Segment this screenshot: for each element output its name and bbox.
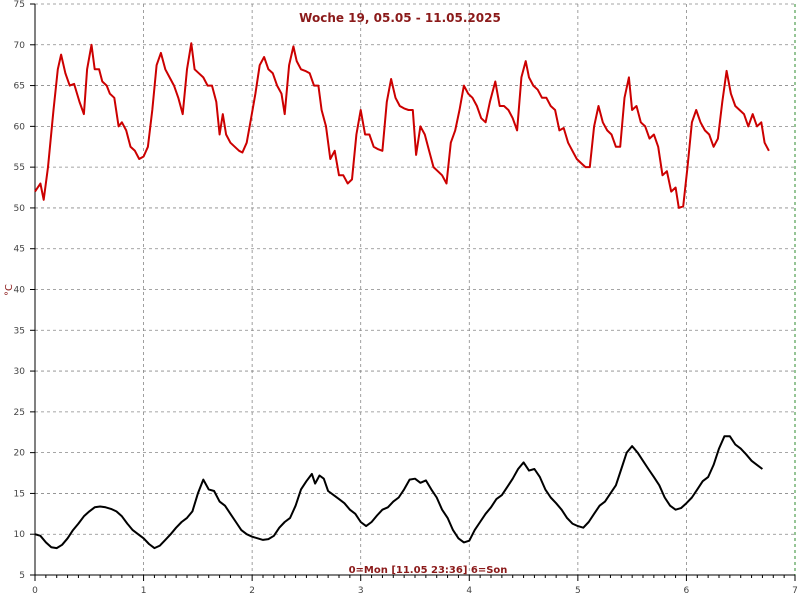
x-tick-label: 5 xyxy=(575,586,581,596)
series-layer xyxy=(34,42,770,550)
chart-title: Woche 19, 05.05 - 11.05.2025 xyxy=(299,11,501,25)
series-line-2 xyxy=(34,435,764,550)
series-line-1 xyxy=(34,42,770,209)
x-tick-labels: 0 1 2 3 4 5 6 7 xyxy=(32,586,798,596)
x-tick-label: 4 xyxy=(466,586,472,596)
x-tick-label: 7 xyxy=(792,586,798,596)
y-tick-label: 40 xyxy=(14,286,26,296)
grid-layer xyxy=(35,3,796,576)
y-tick-labels: 5 10 15 20 25 30 35 40 45 50 55 60 65 70 75 xyxy=(14,0,26,581)
y-tick-label: 60 xyxy=(14,122,26,132)
x-tick-label: 6 xyxy=(684,586,690,596)
y-tick-label: 25 xyxy=(14,408,25,418)
y-tick-label: 50 xyxy=(14,204,26,214)
y-tick-label: 20 xyxy=(14,449,26,459)
y-tick-label: 35 xyxy=(14,326,25,336)
x-tick-label: 2 xyxy=(249,586,255,596)
y-tick-label: 45 xyxy=(14,245,25,255)
y-tick-label: 55 xyxy=(14,163,25,173)
x-tick-label: 1 xyxy=(141,586,147,596)
y-tick-label: 10 xyxy=(14,530,26,540)
y-tick-label: 5 xyxy=(19,571,25,581)
y-tick-label: 70 xyxy=(14,41,26,51)
x-tick-label: 0 xyxy=(32,586,38,596)
axes-layer xyxy=(30,3,796,581)
y-tick-label: 30 xyxy=(14,367,26,377)
y-tick-label: 15 xyxy=(14,489,25,499)
y-axis-label: °C xyxy=(4,284,15,296)
chart-annotation: 0=Mon [11.05 23:36] 6=Son xyxy=(349,565,508,576)
y-tick-label: 75 xyxy=(14,0,25,10)
x-tick-label: 3 xyxy=(358,586,364,596)
y-tick-label: 65 xyxy=(14,82,25,92)
